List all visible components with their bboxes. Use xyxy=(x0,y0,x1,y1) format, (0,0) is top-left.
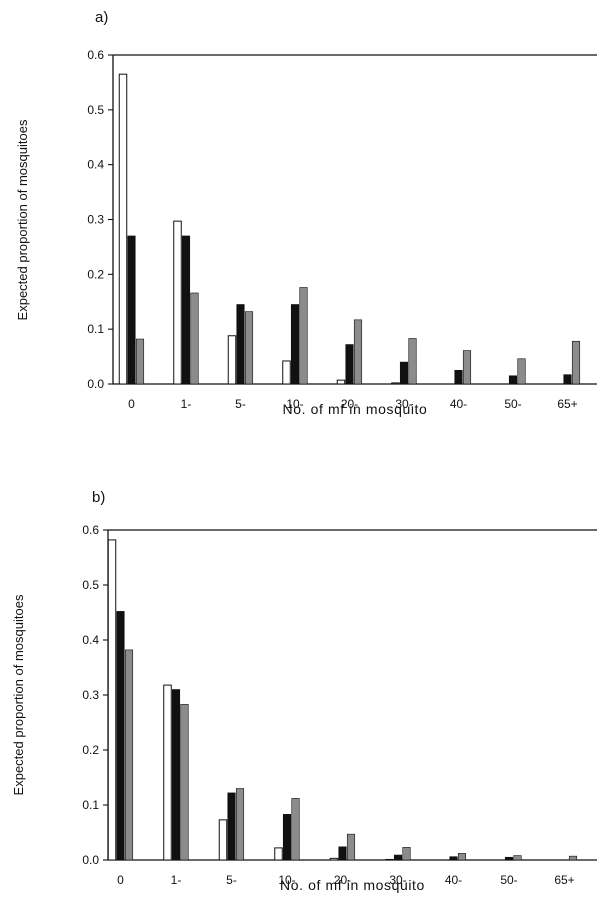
bar-black xyxy=(127,235,136,385)
bar-black xyxy=(454,369,463,385)
bar-grey xyxy=(135,338,145,385)
bar-open xyxy=(227,335,237,385)
chart-panel-b: b) 0.0 0.1 0.2 0.3 0.4 0.5 0.6 0 1- 5- 10- 20- 30- 40-… xyxy=(11,489,597,893)
x-tick-label: 1- xyxy=(181,397,192,411)
x-tick-label: 65+ xyxy=(557,397,577,411)
bar-black xyxy=(345,344,354,385)
bar-open xyxy=(391,382,400,385)
bar-black xyxy=(508,375,518,385)
chart-panel-a: a) 0.0 0.1 0.2 0.3 0.4 0.5 0.6 0 1- 5- 10- 20- 30- 40-… xyxy=(15,9,597,417)
x-tick-label: 10- xyxy=(278,873,295,887)
bar-grey xyxy=(291,798,300,861)
bar-grey xyxy=(124,649,134,861)
y-tick-label: 0.1 xyxy=(82,798,99,812)
bar-grey xyxy=(180,704,189,861)
bar-open xyxy=(329,857,339,861)
y-tick-label: 0.4 xyxy=(82,633,99,647)
y-tick-label: 0.2 xyxy=(87,267,104,281)
bar-black xyxy=(181,235,191,385)
bar-grey xyxy=(299,287,308,385)
y-tick-label: 0.6 xyxy=(87,48,104,62)
bar-black xyxy=(227,792,236,861)
bar-grey xyxy=(408,338,417,385)
bar-open xyxy=(274,847,283,861)
bar-grey xyxy=(513,855,522,861)
x-tick-label: 50- xyxy=(504,397,521,411)
x-tick-label: 5- xyxy=(226,873,237,887)
bar-open xyxy=(336,379,346,385)
x-tick-label: 40- xyxy=(450,397,467,411)
x-tick-label: 20- xyxy=(341,397,358,411)
bar-grey xyxy=(235,788,245,861)
bar-open xyxy=(173,220,182,385)
y-tick-label: 0.3 xyxy=(82,688,99,702)
y-tick-label: 0.3 xyxy=(87,213,104,227)
bar-open xyxy=(282,360,291,385)
y-axis-title: Expected proportion of mosquitoes xyxy=(15,119,30,320)
x-tick-label: 0 xyxy=(128,397,135,411)
x-tick-label: 50- xyxy=(500,873,517,887)
x-tick-label: 65+ xyxy=(554,873,574,887)
bar-open xyxy=(107,539,117,861)
y-tick-label: 0.6 xyxy=(82,523,99,537)
bar-black xyxy=(282,814,292,861)
bar-grey xyxy=(402,847,411,861)
bar-grey xyxy=(517,358,526,385)
bar-grey xyxy=(190,292,199,385)
y-axis-title: Expected proportion of mosquitoes xyxy=(11,594,26,795)
y-tick-label: 0.5 xyxy=(87,103,104,117)
x-tick-label: 10- xyxy=(286,397,303,411)
bar-open xyxy=(118,73,128,385)
bar-black xyxy=(338,846,347,861)
x-axis-title: No. of mf in mosquito xyxy=(280,877,425,893)
y-tick-label: 0.2 xyxy=(82,743,99,757)
x-tick-label: 30- xyxy=(389,873,406,887)
bar-black xyxy=(393,854,403,861)
x-axis-title: No. of mf in mosquito xyxy=(283,401,428,417)
y-tick-label: 0.0 xyxy=(82,853,99,867)
bar-open xyxy=(163,684,172,861)
y-tick-label: 0.5 xyxy=(82,578,99,592)
bar-black xyxy=(399,361,409,385)
bar-black xyxy=(449,856,458,861)
bar-black xyxy=(171,689,181,861)
bar-black xyxy=(116,611,125,861)
panel-label: a) xyxy=(95,9,108,26)
bar-grey xyxy=(571,340,581,385)
bar-black xyxy=(563,374,572,385)
y-tick-label: 0.4 xyxy=(87,158,104,172)
y-tick-label: 0.1 xyxy=(87,322,104,336)
bar-grey xyxy=(457,853,467,861)
bar-black xyxy=(504,856,514,861)
bar-grey xyxy=(346,833,356,861)
x-tick-label: 5- xyxy=(235,397,246,411)
bar-grey xyxy=(568,855,578,861)
bar-open xyxy=(385,858,394,861)
x-tick-label: 0 xyxy=(117,873,124,887)
bar-grey xyxy=(244,311,254,385)
y-tick-label: 0.0 xyxy=(87,377,104,391)
panel-label: b) xyxy=(92,489,105,506)
x-tick-label: 1- xyxy=(171,873,182,887)
x-tick-label: 40- xyxy=(445,873,462,887)
x-tick-label: 30- xyxy=(395,397,412,411)
bar-grey xyxy=(353,319,363,385)
bar-black xyxy=(236,304,245,385)
bar-open xyxy=(218,819,228,861)
x-tick-label: 20- xyxy=(334,873,351,887)
bar-grey xyxy=(462,350,472,385)
bar-black xyxy=(290,304,300,385)
